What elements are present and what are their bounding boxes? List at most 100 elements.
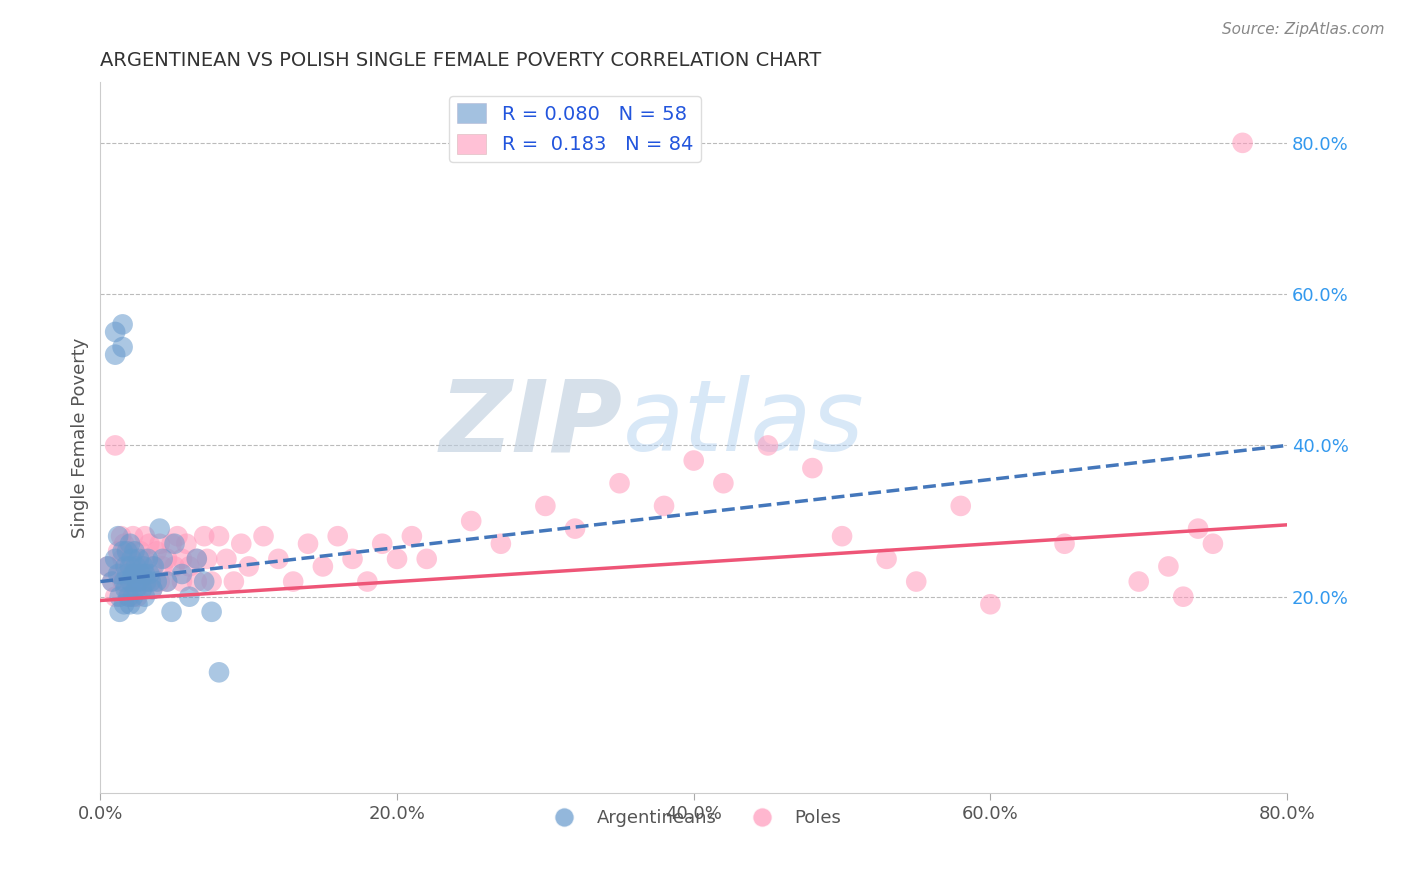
Point: [156, 552, 179, 566]
Point: [118, 537, 141, 551]
Point: [117, 590, 139, 604]
Point: [115, 566, 138, 581]
Point: [112, 574, 135, 589]
Point: [1053, 537, 1076, 551]
Point: [201, 574, 224, 589]
Point: [129, 566, 152, 581]
Point: [124, 544, 146, 558]
Point: [128, 552, 150, 566]
Point: [711, 476, 734, 491]
Point: [107, 529, 129, 543]
Point: [179, 559, 201, 574]
Point: [152, 552, 174, 566]
Point: [831, 529, 853, 543]
Point: [609, 476, 631, 491]
Point: [179, 590, 201, 604]
Point: [104, 348, 127, 362]
Point: [163, 559, 186, 574]
Point: [97, 559, 120, 574]
Point: [122, 566, 145, 581]
Point: [114, 582, 136, 596]
Point: [208, 529, 231, 543]
Point: [115, 582, 138, 596]
Point: [156, 574, 179, 589]
Point: [385, 552, 408, 566]
Point: [118, 566, 141, 581]
Point: [231, 537, 253, 551]
Point: [166, 529, 188, 543]
Point: [222, 574, 245, 589]
Point: [122, 529, 145, 543]
Point: [112, 537, 135, 551]
Point: [949, 499, 972, 513]
Point: [127, 566, 149, 581]
Point: [104, 590, 127, 604]
Point: [124, 566, 146, 581]
Point: [149, 522, 172, 536]
Point: [460, 514, 482, 528]
Point: [267, 552, 290, 566]
Point: [756, 438, 779, 452]
Point: [186, 552, 208, 566]
Point: [111, 544, 134, 558]
Point: [215, 552, 238, 566]
Point: [134, 590, 156, 604]
Point: [1173, 590, 1195, 604]
Point: [141, 559, 163, 574]
Point: [97, 559, 120, 574]
Point: [127, 590, 149, 604]
Point: [138, 537, 160, 551]
Legend: Argentineans, Poles: Argentineans, Poles: [538, 802, 848, 834]
Point: [127, 597, 149, 611]
Point: [163, 537, 186, 551]
Point: [128, 574, 150, 589]
Point: [125, 559, 148, 574]
Point: [134, 566, 156, 581]
Point: [160, 537, 183, 551]
Point: [135, 574, 157, 589]
Point: [193, 574, 215, 589]
Point: [801, 461, 824, 475]
Text: Source: ZipAtlas.com: Source: ZipAtlas.com: [1222, 22, 1385, 37]
Point: [1128, 574, 1150, 589]
Point: [342, 552, 364, 566]
Point: [401, 529, 423, 543]
Point: [152, 559, 174, 574]
Point: [121, 574, 143, 589]
Point: [905, 574, 928, 589]
Point: [195, 552, 218, 566]
Point: [104, 325, 127, 339]
Point: [122, 590, 145, 604]
Point: [652, 499, 675, 513]
Point: [356, 574, 378, 589]
Point: [979, 597, 1001, 611]
Point: [170, 574, 193, 589]
Point: [125, 582, 148, 596]
Point: [193, 529, 215, 543]
Point: [111, 552, 134, 566]
Point: [136, 574, 159, 589]
Point: [121, 552, 143, 566]
Point: [201, 605, 224, 619]
Y-axis label: Single Female Poverty: Single Female Poverty: [72, 338, 89, 538]
Point: [114, 559, 136, 574]
Point: [107, 566, 129, 581]
Point: [136, 552, 159, 566]
Point: [238, 559, 260, 574]
Point: [145, 574, 167, 589]
Point: [297, 537, 319, 551]
Point: [489, 537, 512, 551]
Point: [1157, 559, 1180, 574]
Point: [129, 544, 152, 558]
Point: [415, 552, 437, 566]
Point: [131, 582, 153, 596]
Point: [115, 544, 138, 558]
Point: [104, 552, 127, 566]
Point: [283, 574, 305, 589]
Point: [149, 574, 172, 589]
Point: [371, 537, 394, 551]
Point: [118, 559, 141, 574]
Point: [114, 559, 136, 574]
Point: [142, 559, 165, 574]
Point: [134, 552, 156, 566]
